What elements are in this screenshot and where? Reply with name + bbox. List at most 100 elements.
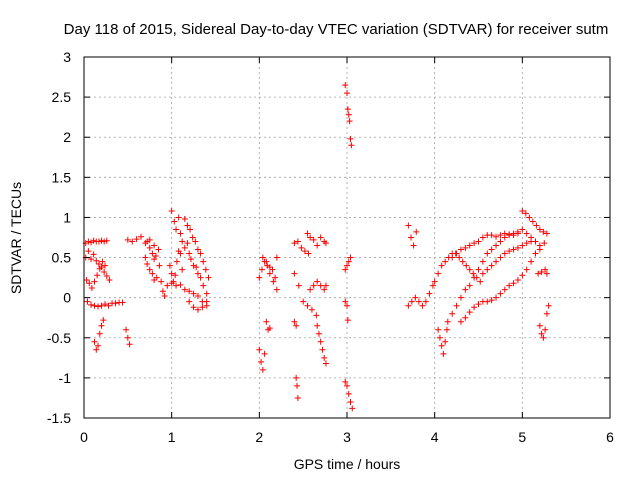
data-point	[291, 318, 298, 325]
data-point	[321, 286, 328, 293]
data-point	[193, 264, 200, 271]
data-point	[101, 268, 108, 275]
data-point	[466, 282, 473, 289]
grid-lines	[84, 57, 610, 418]
data-point	[313, 312, 320, 319]
data-point	[435, 326, 442, 333]
data-point	[179, 266, 186, 273]
data-point	[519, 242, 526, 249]
data-point	[256, 346, 263, 353]
data-point	[342, 378, 349, 385]
data-point	[173, 258, 180, 265]
data-point	[407, 234, 414, 241]
data-point	[412, 294, 419, 301]
data-point	[344, 317, 351, 324]
data-point	[144, 238, 151, 245]
data-point	[186, 288, 193, 295]
y-tick-label: 3	[63, 49, 71, 65]
data-point	[103, 237, 110, 244]
data-point	[179, 238, 186, 245]
x-tick-label: 0	[80, 429, 88, 445]
data-point	[259, 254, 266, 261]
data-point	[156, 262, 163, 269]
data-point	[172, 272, 179, 279]
data-point	[457, 318, 464, 325]
data-point	[186, 298, 193, 305]
data-point	[348, 142, 355, 149]
data-point	[493, 294, 500, 301]
data-point	[471, 304, 478, 311]
data-point	[153, 274, 160, 281]
data-point	[308, 306, 315, 313]
x-tick-label: 2	[255, 429, 263, 445]
data-point	[442, 338, 449, 345]
x-tick-label: 1	[168, 429, 176, 445]
x-tick-label: 6	[606, 429, 614, 445]
data-point	[102, 301, 109, 308]
data-point	[315, 330, 322, 337]
data-point	[453, 302, 460, 309]
y-tick-label: 1.5	[52, 169, 72, 185]
data-point	[466, 242, 473, 249]
data-point	[538, 268, 545, 275]
data-point	[95, 260, 102, 267]
data-point	[261, 350, 268, 357]
data-point	[293, 322, 300, 329]
data-point	[471, 274, 478, 281]
chart-title: Day 118 of 2015, Sidereal Day-to-day VTE…	[64, 21, 609, 38]
data-point	[200, 282, 207, 289]
data-point	[301, 248, 308, 255]
data-point	[510, 232, 517, 239]
data-point	[194, 270, 201, 277]
data-point	[273, 254, 280, 261]
data-point	[453, 250, 460, 257]
data-point	[189, 234, 196, 241]
data-point	[96, 265, 103, 272]
data-point	[519, 208, 526, 215]
data-point	[344, 262, 350, 269]
data-point	[523, 230, 530, 237]
data-point	[410, 242, 417, 249]
data-point	[187, 226, 194, 233]
data-point	[85, 238, 92, 245]
data-point	[158, 278, 165, 285]
data-point	[149, 270, 156, 277]
data-point	[422, 298, 429, 305]
data-point	[175, 214, 182, 221]
data-point	[98, 302, 105, 309]
data-point	[300, 298, 307, 305]
data-point	[94, 272, 101, 279]
data-point	[506, 231, 513, 238]
data-point	[133, 236, 140, 243]
data-point	[129, 238, 136, 245]
data-point	[342, 266, 349, 273]
data-point	[462, 286, 469, 293]
data-point	[88, 301, 95, 308]
data-point	[528, 238, 535, 245]
data-point	[541, 240, 548, 247]
data-point	[173, 226, 180, 233]
data-point	[542, 326, 549, 333]
data-point	[106, 277, 113, 284]
data-point	[322, 240, 329, 247]
data-point	[190, 304, 197, 311]
data-point	[151, 256, 158, 263]
data-point	[96, 330, 103, 337]
data-point	[523, 240, 530, 247]
data-point	[307, 286, 314, 293]
data-point	[488, 297, 495, 304]
data-point	[197, 274, 204, 281]
data-point	[470, 270, 477, 277]
data-point	[203, 290, 210, 297]
data-point	[304, 302, 311, 309]
data-point	[462, 244, 469, 251]
x-tick-label: 5	[518, 429, 526, 445]
data-point	[317, 234, 324, 241]
data-point	[506, 282, 513, 289]
data-point	[415, 298, 422, 305]
data-point	[477, 278, 484, 285]
data-point	[270, 278, 277, 285]
data-point	[273, 286, 280, 293]
y-tick-label: 1	[63, 209, 71, 225]
data-point	[317, 282, 324, 289]
